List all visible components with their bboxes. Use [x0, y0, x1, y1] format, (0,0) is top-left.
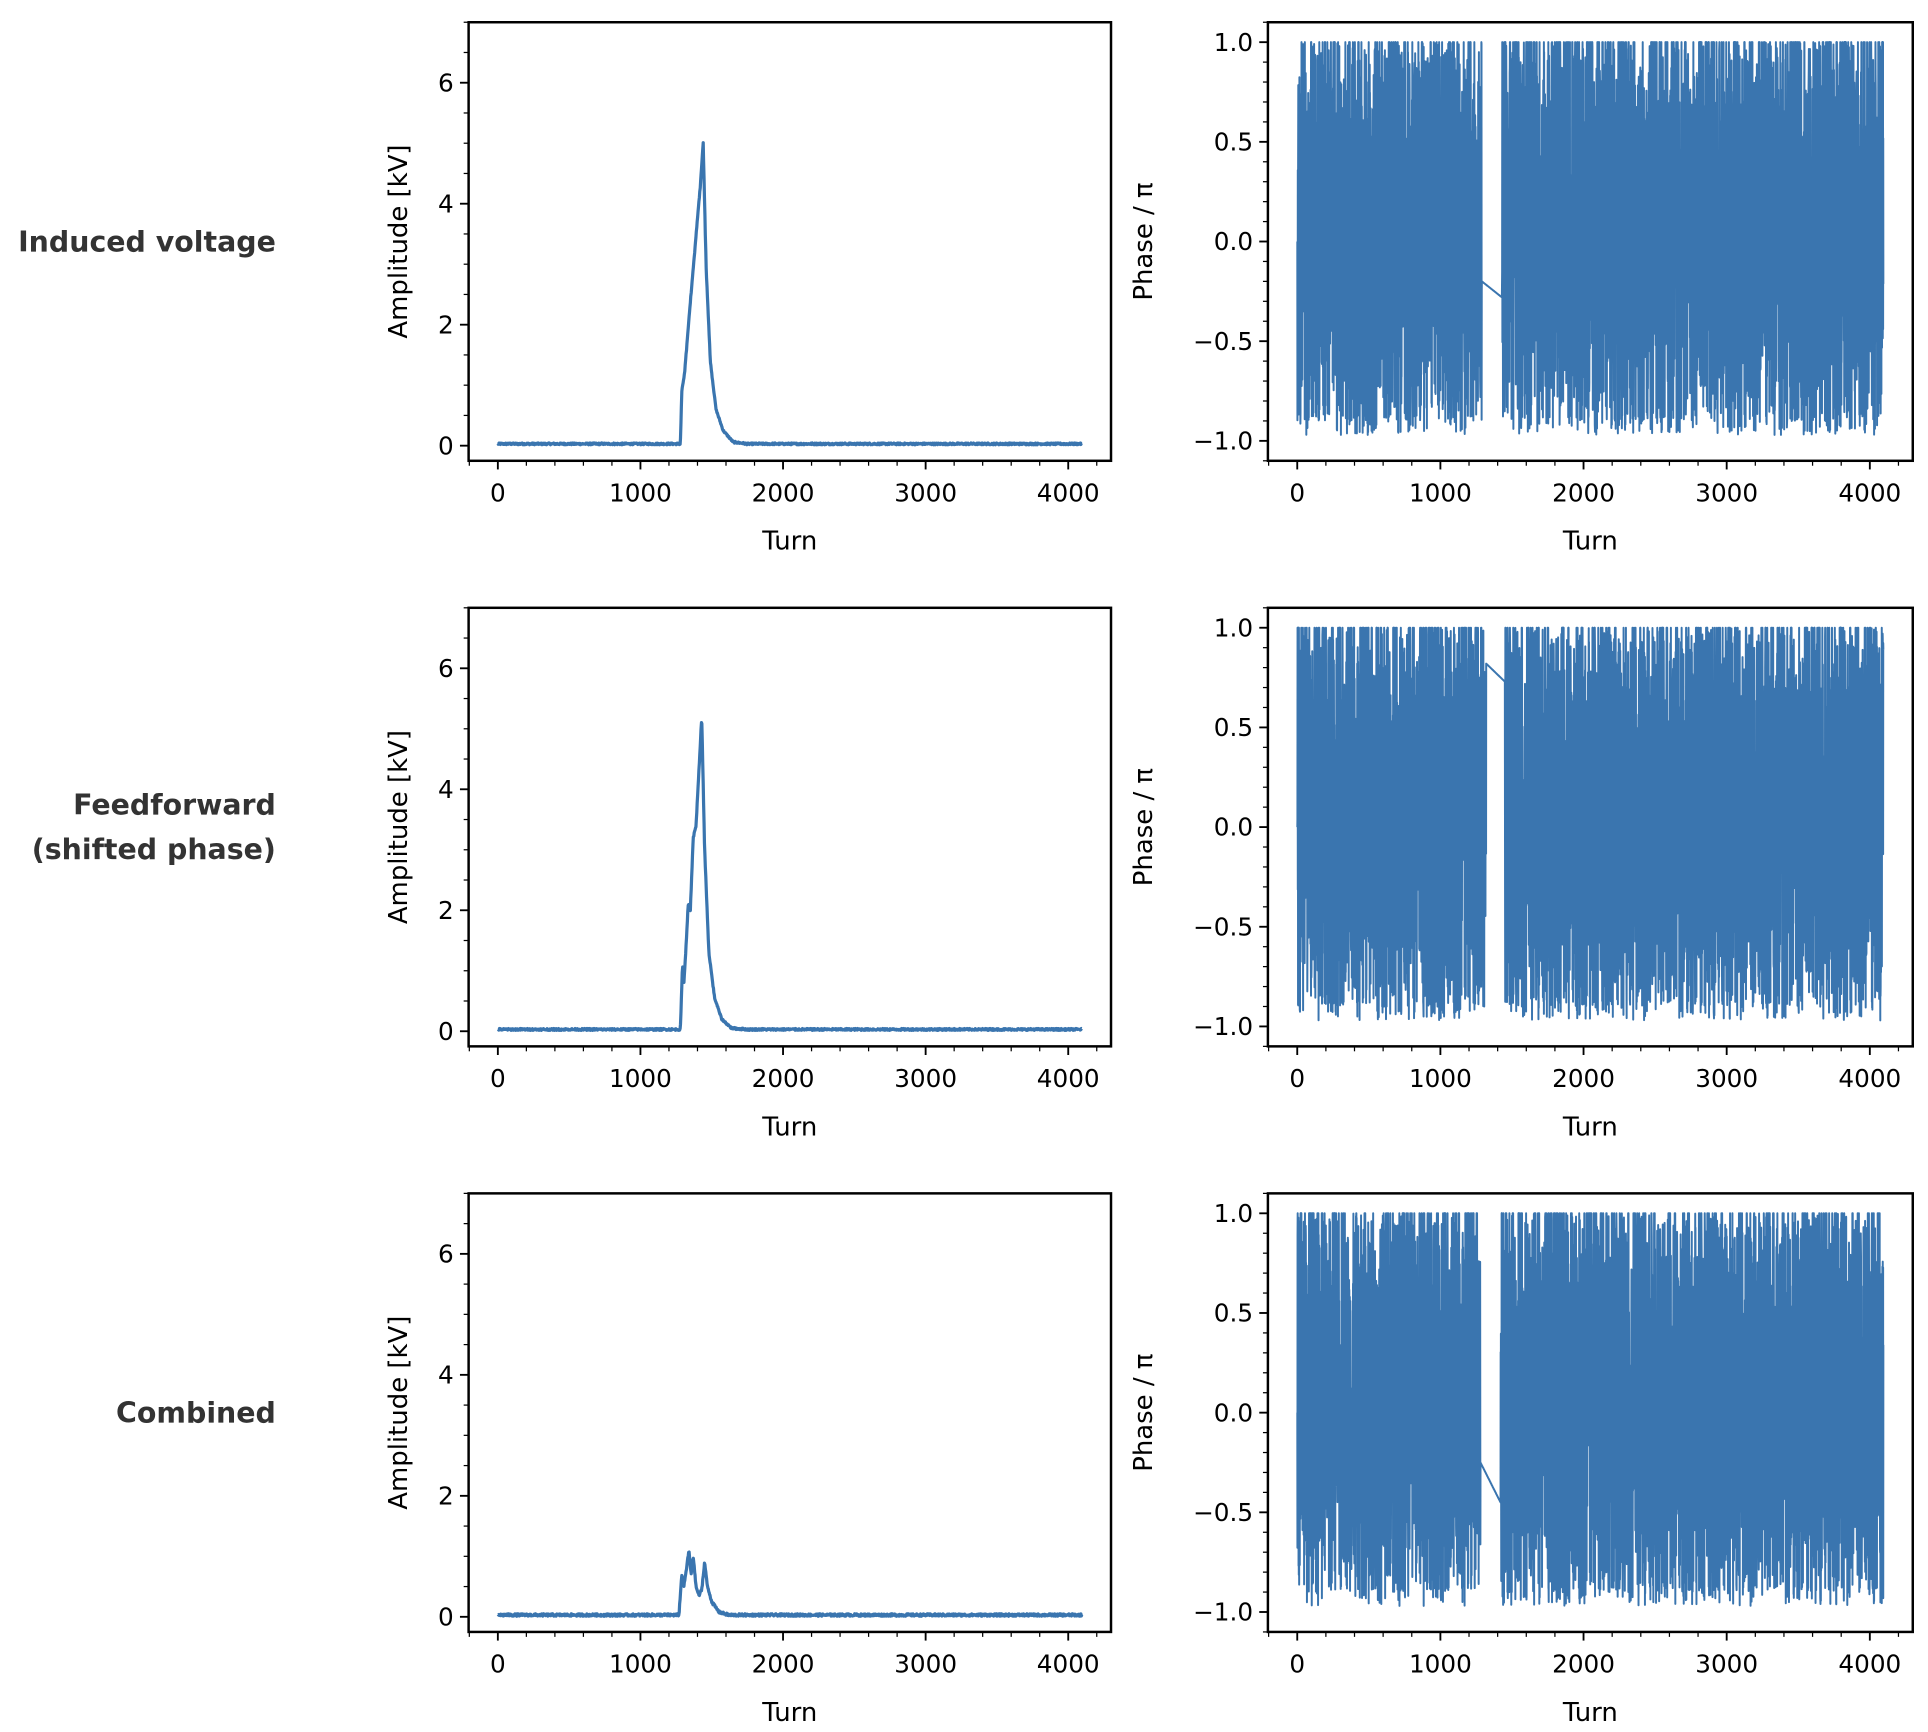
- y-tick-label: 0.0: [1214, 813, 1253, 842]
- y-tick-label: 0.5: [1214, 713, 1253, 742]
- x-tick-label: 0: [490, 1650, 506, 1679]
- x-tick-label: 3000: [1695, 1064, 1758, 1093]
- x-tick-label: 3000: [894, 1650, 957, 1679]
- x-tick-label: 3000: [1695, 479, 1758, 508]
- y-tick-label: −0.5: [1193, 912, 1253, 941]
- x-axis-label: Turn: [761, 527, 817, 557]
- amplitude-line: [496, 720, 1083, 1032]
- row-1: Induced voltage 0 1000 2000 3000 4000 Turn 0 2 4 6…: [18, 21, 1915, 557]
- y-tick-label: −0.5: [1193, 1498, 1253, 1527]
- phase-subplot: 0 1000 2000 3000 4000 Turn −1.0 −0.5 0.0 0.5 1.0 Ph…: [1129, 21, 1915, 557]
- x-tick-label: 1000: [1409, 479, 1472, 508]
- axes-frame: [467, 1192, 1113, 1634]
- y-axis-label: Amplitude [kV]: [384, 144, 414, 338]
- x-tick-label: 4000: [1838, 479, 1901, 508]
- x-axis-label: Turn: [1562, 1698, 1618, 1728]
- y-tick-label: 1.0: [1214, 1199, 1253, 1228]
- y-tick-label: 0: [438, 1602, 454, 1631]
- y-tick-label: 2: [438, 310, 454, 339]
- row-2: Feedforward (shifted phase) 0 1000 2000 3000 4…: [32, 606, 1915, 1142]
- x-tick-label: 4000: [1037, 1650, 1100, 1679]
- y-axis-label: Amplitude [kV]: [384, 1316, 414, 1510]
- x-axis-label: Turn: [761, 1698, 817, 1728]
- y-tick-label: 1.0: [1214, 28, 1253, 57]
- x-tick-label: 2000: [1552, 479, 1615, 508]
- x-tick-label: 2000: [752, 479, 815, 508]
- y-tick-label: 0.0: [1214, 227, 1253, 256]
- row-label: Feedforward: [73, 789, 276, 822]
- y-tick-label: 4: [438, 189, 454, 218]
- row-label: Induced voltage: [18, 225, 276, 258]
- x-tick-label: 4000: [1838, 1650, 1901, 1679]
- x-tick-label: 2000: [752, 1064, 815, 1093]
- y-tick-label: 0: [438, 1017, 454, 1046]
- y-tick-label: 4: [438, 775, 454, 804]
- x-tick-label: 2000: [1552, 1064, 1615, 1093]
- y-axis-label: Phase / π: [1129, 182, 1159, 300]
- y-tick-label: 2: [438, 1481, 454, 1510]
- y-tick-label: 0.5: [1214, 127, 1253, 156]
- y-tick-label: 1.0: [1214, 613, 1253, 642]
- x-tick-label: 2000: [1552, 1650, 1615, 1679]
- x-axis-label: Turn: [1562, 527, 1618, 557]
- y-tick-label: 0: [438, 431, 454, 460]
- y-tick-label: 4: [438, 1360, 454, 1389]
- x-tick-label: 4000: [1037, 1064, 1100, 1093]
- y-axis-label: Amplitude [kV]: [384, 730, 414, 924]
- y-tick-label: −1.0: [1193, 427, 1253, 456]
- y-tick-label: 0.5: [1214, 1299, 1253, 1328]
- axes-frame: [467, 606, 1113, 1048]
- x-tick-label: 0: [1289, 1064, 1305, 1093]
- x-tick-label: 4000: [1838, 1064, 1901, 1093]
- amplitude-line: [496, 141, 1083, 447]
- x-axis-label: Turn: [1562, 1112, 1618, 1142]
- amplitude-subplot: 0 1000 2000 3000 4000 Turn 0 2 4 6 Amplitude [kV]: [384, 1192, 1113, 1728]
- phase-line: [1296, 626, 1885, 1022]
- y-tick-label: 6: [438, 654, 454, 683]
- x-tick-label: 3000: [894, 479, 957, 508]
- x-tick-label: 0: [490, 1064, 506, 1093]
- x-tick-label: 4000: [1037, 479, 1100, 508]
- x-tick-label: 0: [1289, 479, 1305, 508]
- row-label: Combined: [116, 1397, 276, 1430]
- phase-line: [1296, 1212, 1885, 1607]
- y-tick-label: 0.0: [1214, 1398, 1253, 1427]
- x-tick-label: 0: [1289, 1650, 1305, 1679]
- row-3: Combined 0 1000 2000 3000 4000 Turn 0 2 4 6 Amplitu…: [116, 1192, 1915, 1728]
- y-tick-label: 6: [438, 68, 454, 97]
- x-axis-label: Turn: [761, 1112, 817, 1142]
- phase-line: [1296, 41, 1885, 436]
- x-tick-label: 1000: [1409, 1650, 1472, 1679]
- y-tick-label: −1.0: [1193, 1012, 1253, 1041]
- x-tick-label: 1000: [1409, 1064, 1472, 1093]
- x-tick-label: 1000: [609, 1650, 672, 1679]
- y-tick-label: 2: [438, 896, 454, 925]
- y-axis-label: Phase / π: [1129, 1354, 1159, 1472]
- phase-subplot: 0 1000 2000 3000 4000 Turn −1.0 −0.5 0.0 0.5 1.0 Ph…: [1129, 606, 1915, 1142]
- x-tick-label: 1000: [609, 1064, 672, 1093]
- row-label: (shifted phase): [32, 833, 276, 866]
- axes-frame: [467, 21, 1113, 463]
- x-tick-label: 3000: [1695, 1650, 1758, 1679]
- amplitude-line: [496, 1550, 1084, 1618]
- x-tick-label: 1000: [609, 479, 672, 508]
- amplitude-subplot: 0 1000 2000 3000 4000 Turn 0 2 4 6 Amplitude [kV]: [384, 21, 1113, 557]
- y-tick-label: 6: [438, 1240, 454, 1269]
- x-tick-label: 3000: [894, 1064, 957, 1093]
- x-tick-label: 2000: [752, 1650, 815, 1679]
- x-tick-label: 0: [490, 479, 506, 508]
- y-tick-label: −0.5: [1193, 327, 1253, 356]
- phase-subplot: 0 1000 2000 3000 4000 Turn −1.0 −0.5 0.0 0.5 1.0 Ph…: [1129, 1192, 1915, 1728]
- amplitude-subplot: 0 1000 2000 3000 4000 Turn 0 2 4 6 Amplitude [kV]: [384, 606, 1113, 1142]
- y-tick-label: −1.0: [1193, 1598, 1253, 1627]
- y-axis-label: Phase / π: [1129, 768, 1159, 886]
